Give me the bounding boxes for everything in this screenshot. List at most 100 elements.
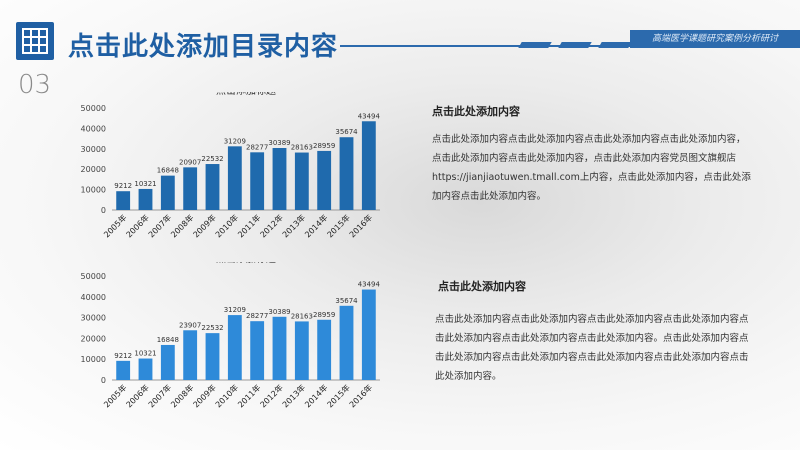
y-tick-label: 50000	[81, 104, 106, 113]
header-decoration	[598, 42, 632, 48]
x-tick-label: 2007年	[146, 212, 173, 239]
data-label: 16848	[157, 336, 179, 344]
data-label: 10321	[134, 180, 156, 188]
x-tick-label: 2006年	[124, 212, 151, 239]
y-tick-label: 40000	[81, 293, 106, 302]
data-label: 35674	[335, 128, 358, 136]
data-label: 43494	[358, 281, 381, 289]
data-label: 22532	[201, 324, 223, 332]
bar	[160, 344, 175, 380]
x-tick-label: 2014年	[302, 382, 329, 409]
bar	[250, 321, 265, 380]
bar	[272, 148, 287, 210]
data-label: 30389	[268, 139, 290, 147]
bar	[138, 358, 153, 380]
grid-icon	[16, 22, 54, 60]
x-tick-label: 2008年	[168, 382, 195, 409]
data-label: 28277	[246, 143, 268, 151]
bar	[205, 333, 220, 380]
x-tick-label: 2013年	[280, 382, 307, 409]
y-tick-label: 20000	[81, 165, 106, 174]
data-label: 28163	[291, 144, 313, 152]
x-tick-label: 2015年	[325, 212, 352, 239]
x-tick-label: 2016年	[347, 382, 374, 409]
x-tick-label: 2014年	[302, 212, 329, 239]
bar-chart-top: 点击添加标题 0 10000 20000 30000 40000 50000 9212 2005…	[0, 92, 400, 252]
x-tick-label: 2012年	[258, 212, 285, 239]
x-tick-label: 2011年	[235, 212, 262, 239]
data-label: 28959	[313, 142, 335, 150]
x-tick-label: 2007年	[146, 382, 173, 409]
y-tick-label: 0	[101, 206, 106, 215]
bar	[205, 164, 220, 210]
y-tick-label: 40000	[81, 124, 106, 133]
data-label: 22532	[201, 155, 223, 163]
header-decoration	[518, 42, 552, 48]
chart-svg-bottom: 点击添加标题 0 10000 20000 30000 40000 50000 9212 2005…	[81, 262, 381, 409]
x-tick-label: 2016年	[347, 212, 374, 239]
data-label: 23907	[179, 321, 201, 329]
data-label: 35674	[335, 297, 358, 305]
x-tick-label: 2012年	[258, 382, 285, 409]
x-tick-label: 2013年	[280, 212, 307, 239]
header-decoration	[558, 42, 592, 48]
data-label: 31209	[224, 137, 246, 145]
bar	[361, 289, 376, 380]
data-label: 10321	[134, 350, 156, 358]
y-tick-label: 20000	[81, 334, 106, 343]
data-label: 20907	[179, 158, 201, 166]
bar	[116, 191, 131, 210]
bar	[294, 321, 309, 380]
text-heading-1: 点击此处添加内容	[432, 105, 520, 118]
y-tick-label: 30000	[81, 145, 106, 154]
x-tick-label: 2006年	[124, 382, 151, 409]
y-tick-label: 10000	[81, 355, 106, 364]
chart-title: 点击添加标题	[216, 262, 276, 265]
header-divider	[340, 45, 630, 47]
text-heading-2: 点击此处添加内容	[438, 280, 526, 293]
text-body-1: 点击此处添加内容点击此处添加内容点击此处添加内容点击此处添加内容，点击此处添加内…	[432, 134, 751, 202]
course-label: 高端医学课题研究案例分析研讨	[630, 30, 800, 48]
data-label: 28277	[246, 312, 268, 320]
x-tick-label: 2010年	[213, 212, 240, 239]
bar	[339, 137, 354, 210]
text-body-2: 点击此处添加内容点击此处添加内容点击此处添加内容点击此处添加内容点击此处添加内容…	[435, 314, 749, 382]
data-label: 28959	[313, 311, 335, 319]
x-tick-label: 2015年	[325, 382, 352, 409]
x-tick-label: 2009年	[191, 382, 218, 409]
y-tick-label: 50000	[81, 272, 106, 281]
bar	[317, 319, 332, 380]
x-tick-label: 2008年	[168, 212, 195, 239]
bar	[183, 167, 198, 210]
data-label: 16848	[157, 167, 179, 175]
chart-title: 点击添加标题	[216, 92, 276, 97]
data-label: 31209	[224, 306, 246, 314]
x-tick-label: 2009年	[191, 212, 218, 239]
bar-chart-bottom: 点击添加标题 0 10000 20000 30000 40000 50000 9212 2005…	[0, 262, 400, 432]
bar	[294, 152, 309, 210]
bar	[317, 150, 332, 210]
y-tick-label: 0	[101, 376, 106, 385]
bar	[227, 146, 242, 210]
x-tick-label: 2005年	[101, 382, 128, 409]
section-number: 03	[18, 70, 52, 100]
bar	[183, 330, 198, 380]
page-title: 点击此处添加目录内容	[68, 32, 339, 62]
bar	[361, 121, 376, 210]
bar	[116, 360, 131, 380]
data-label: 9212	[114, 352, 132, 360]
bar	[160, 175, 175, 210]
data-label: 9212	[114, 182, 132, 190]
chart-svg-top: 点击添加标题 0 10000 20000 30000 40000 50000 9212 2005…	[81, 92, 381, 239]
bar	[339, 305, 354, 380]
bar	[227, 315, 242, 380]
bar	[250, 152, 265, 210]
bar	[138, 188, 153, 210]
y-tick-label: 30000	[81, 314, 106, 323]
data-label: 43494	[358, 112, 381, 120]
data-label: 30389	[268, 308, 290, 316]
x-tick-label: 2010年	[213, 382, 240, 409]
bar	[272, 316, 287, 380]
data-label: 28163	[291, 312, 313, 320]
x-tick-label: 2011年	[235, 382, 262, 409]
